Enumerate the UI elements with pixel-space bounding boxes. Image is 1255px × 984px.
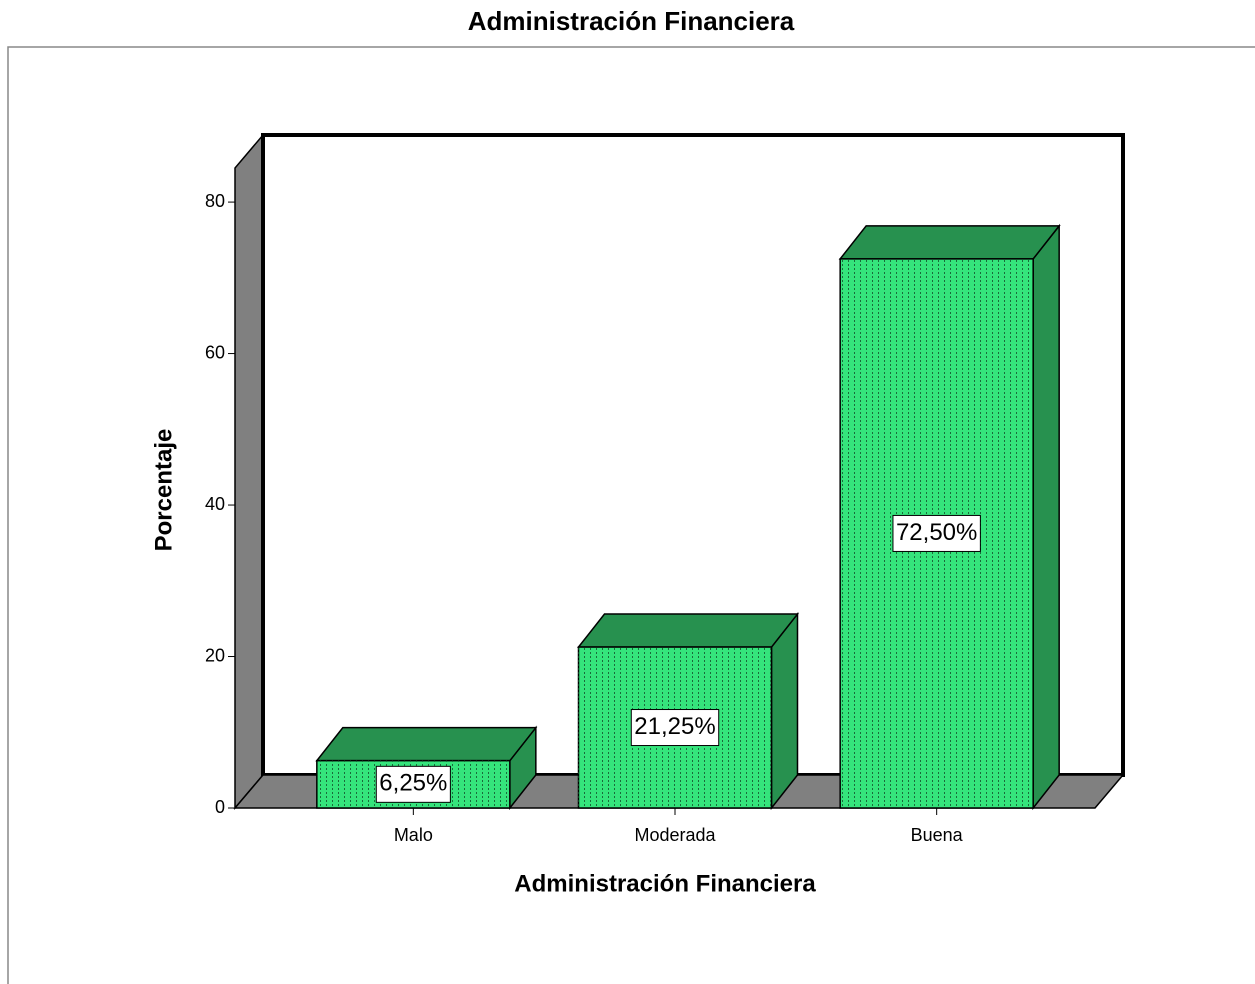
x-tick-label: Moderada	[634, 825, 716, 845]
x-tick-label: Malo	[394, 825, 433, 845]
y-axis-label: Porcentaje	[150, 429, 177, 552]
value-label: 72,50%	[896, 519, 977, 546]
y-tick-label: 60	[205, 342, 225, 362]
y-tick-label: 20	[205, 645, 225, 665]
value-label-box	[375, 765, 451, 803]
value-label-box	[630, 709, 720, 747]
value-label-box	[892, 514, 981, 552]
bar-top	[576, 613, 800, 648]
side-wall	[234, 132, 264, 811]
chart-title: Administración Financiera	[468, 6, 795, 36]
x-axis-label: Administración Financiera	[514, 870, 816, 897]
bar-side	[1032, 223, 1060, 811]
x-tick-label: Buena	[911, 825, 964, 845]
y-tick-label: 80	[205, 191, 225, 211]
frame	[7, 46, 1255, 984]
bar-top	[315, 726, 538, 762]
value-label: 21,25%	[634, 713, 715, 740]
bar-top	[838, 225, 1061, 260]
y-tick-label: 0	[215, 797, 225, 817]
value-label: 6,25%	[379, 770, 447, 797]
y-tick-label: 40	[205, 494, 225, 514]
